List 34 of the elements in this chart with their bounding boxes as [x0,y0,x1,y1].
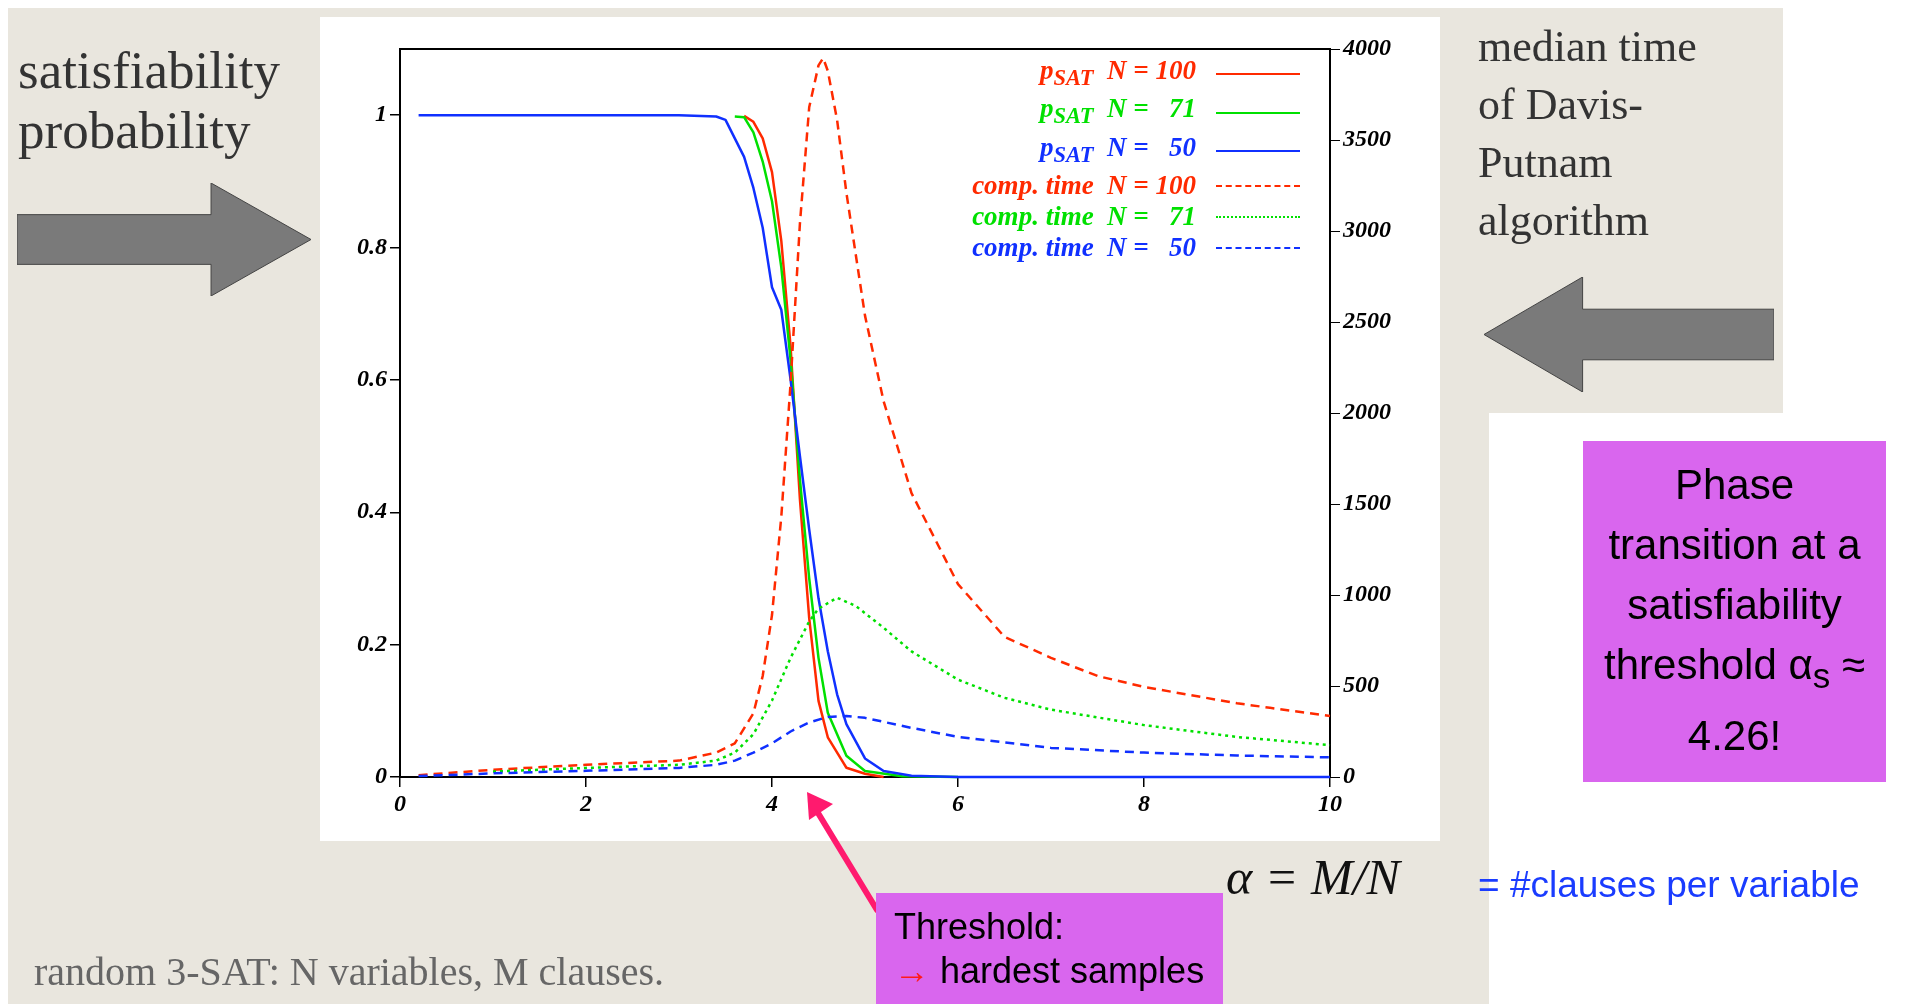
y2-tick-label: 1000 [1343,580,1391,607]
y-tick-label: 0.8 [357,232,387,259]
y2-tick-label: 3500 [1342,125,1391,152]
y2-tick-label: 3000 [1342,216,1391,243]
y2-tick-label: 4000 [1342,34,1391,61]
y-axis-title: satisfiability probability [18,40,282,160]
legend-label: p$_{SAT}$ N = 50 [1040,131,1196,170]
text: Phase transition at a satisfiability threshold α$_{s}$ ≈ 4.26! [1604,461,1865,760]
x-tick-label: 6 [952,789,964,816]
y-tick-label: 0.4 [357,497,387,524]
text: Threshold: → hardest samples [894,905,1205,993]
legend-label: comp. time N = 71 [972,201,1196,233]
y2-tick-label: 500 [1343,671,1379,698]
legend-label: comp. time N = 50 [972,232,1196,264]
y2-tick-label: 2500 [1342,307,1391,334]
y-tick-label: 1 [375,100,387,127]
x-axis-title: α = M/N [1226,848,1400,906]
legend-label: p$_{SAT}$ N = 71 [1040,93,1196,131]
y-tick-label: 0 [375,762,387,789]
x-tick-label: 10 [1318,789,1342,816]
y2-tick-label: 2000 [1342,398,1391,425]
y-tick-label: 0.6 [357,365,387,392]
y-tick-label: 0.2 [357,629,387,656]
text: random 3-SAT: N variables, M clauses. [34,948,665,995]
y2-axis-title: median time of Davis-Putnam algorithm [1478,21,1698,247]
x-tick-label: 0 [394,789,406,816]
y2-tick-label: 0 [1343,762,1355,789]
legend-label: p$_{SAT}$ N = 100 [1040,55,1196,93]
x-tick-label: 2 [579,789,592,816]
y2-tick-label: 1500 [1343,489,1391,516]
x-tick-label: 8 [1138,789,1150,816]
x-tick-label: 4 [765,789,778,816]
legend-label: comp. time N = 100 [972,170,1196,202]
text: = #clauses per variable [1478,864,1860,906]
